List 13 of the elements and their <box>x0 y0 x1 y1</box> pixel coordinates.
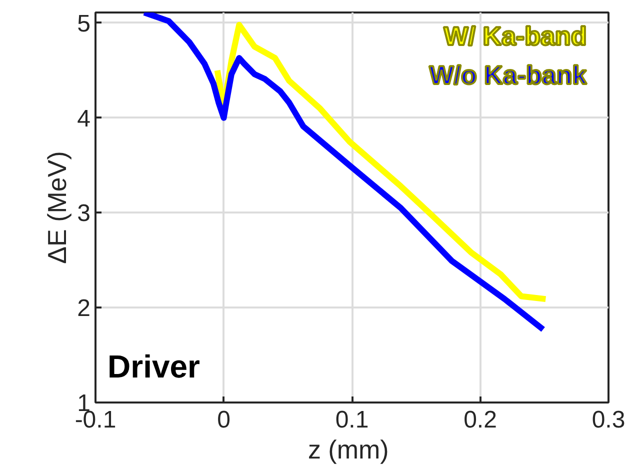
text: W/o Ka-bank <box>429 60 588 90</box>
x-tick-label: 0.1 <box>335 406 369 434</box>
y-tick-label: 2 <box>77 295 91 322</box>
x-tick-label: 0.3 <box>592 406 626 434</box>
x-tick-label: 0.2 <box>464 406 497 434</box>
y-tick-label: 5 <box>77 10 91 38</box>
y-tick-label: 4 <box>77 105 91 132</box>
annotation: Driver <box>108 348 200 384</box>
text: W/ Ka-band <box>444 20 587 51</box>
y-axis-title: ΔE (MeV) <box>42 151 72 264</box>
y-tick-label: 3 <box>77 200 91 228</box>
x-tick-label: 0 <box>217 406 230 434</box>
x-axis-title: z (mm) <box>308 434 389 464</box>
